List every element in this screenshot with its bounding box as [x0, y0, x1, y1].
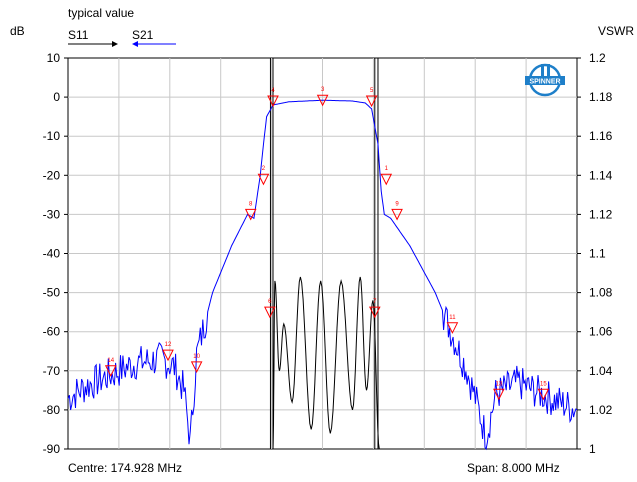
- marker-14: [104, 365, 117, 377]
- y-left-tick-label: 0: [53, 90, 60, 104]
- marker-3: [316, 94, 329, 107]
- marker-6: [264, 306, 276, 319]
- right-axis-unit: VSWR: [598, 24, 634, 38]
- marker-1: [380, 173, 393, 186]
- marker-7: [368, 306, 381, 319]
- marker-label-8: 8: [249, 201, 253, 207]
- y-left-tick-label: -20: [43, 168, 61, 182]
- marker-15: [537, 388, 550, 401]
- y-left-tick-label: -40: [43, 247, 61, 261]
- y-left-tick-label: -70: [43, 364, 61, 378]
- marker-4: [267, 95, 279, 108]
- y-left-tick-label: -90: [43, 442, 61, 456]
- marker-label-4: 4: [271, 88, 275, 94]
- y-right-tick-label: 1.16: [589, 129, 613, 143]
- legend-s11-label: S11: [68, 28, 89, 42]
- marker-9: [391, 208, 403, 221]
- marker-label-5: 5: [370, 88, 374, 94]
- y-left-tick-label: -80: [43, 403, 61, 417]
- chart-title: typical value: [68, 6, 135, 20]
- footer-centre: Centre: 174.928 MHz: [68, 461, 183, 475]
- logo-bar-left: [541, 64, 544, 76]
- footer-span: Span: 8.000 MHz: [467, 461, 560, 475]
- marker-label-7: 7: [373, 299, 377, 305]
- y-right-tick-label: 1.12: [589, 207, 613, 221]
- legend-s21-label: S21: [132, 28, 154, 42]
- marker-8: [244, 208, 257, 221]
- marker-label-10: 10: [193, 354, 200, 360]
- marker-13: [493, 388, 505, 401]
- marker-label-11: 11: [449, 315, 456, 321]
- marker-label-3: 3: [321, 87, 325, 93]
- marker-label-2: 2: [262, 166, 266, 172]
- y-left-tick-label: -10: [43, 129, 61, 143]
- marker-label-6: 6: [268, 299, 272, 305]
- y-left-tick-label: -30: [43, 207, 61, 221]
- marker-2: [257, 173, 270, 186]
- legend-s11-arrow-icon: [112, 41, 118, 47]
- y-left-tick-label: -50: [43, 286, 61, 300]
- logo-text: SPINNER: [529, 79, 560, 86]
- y-left-tick-label: 10: [47, 51, 61, 65]
- marker-label-1: 1: [385, 166, 389, 172]
- y-right-tick-label: 1.2: [589, 51, 606, 65]
- marker-10: [190, 361, 203, 374]
- marker-5: [365, 95, 378, 108]
- marker-label-14: 14: [107, 358, 114, 364]
- y-right-tick-label: 1: [589, 442, 596, 456]
- legend-s21-arrow-icon: [132, 41, 138, 47]
- logo-band: [525, 76, 565, 85]
- series-s11-line: [272, 276, 380, 450]
- y-right-tick-label: 1.04: [589, 364, 613, 378]
- marker-11: [446, 322, 459, 334]
- y-right-tick-label: 1.08: [589, 286, 613, 300]
- y-left-tick-label: -60: [43, 325, 61, 339]
- marker-label-12: 12: [165, 342, 172, 348]
- y-right-tick-label: 1.18: [589, 90, 613, 104]
- y-right-tick-label: 1.1: [589, 247, 606, 261]
- marker-label-15: 15: [540, 381, 547, 387]
- marker-label-9: 9: [395, 201, 399, 207]
- left-axis-unit: dB: [10, 24, 25, 38]
- y-right-tick-label: 1.14: [589, 168, 613, 182]
- marker-label-13: 13: [496, 381, 503, 387]
- y-right-tick-label: 1.06: [589, 325, 613, 339]
- y-right-tick-label: 1.02: [589, 403, 613, 417]
- logo-bar-right: [547, 64, 550, 76]
- marker-12: [162, 349, 174, 362]
